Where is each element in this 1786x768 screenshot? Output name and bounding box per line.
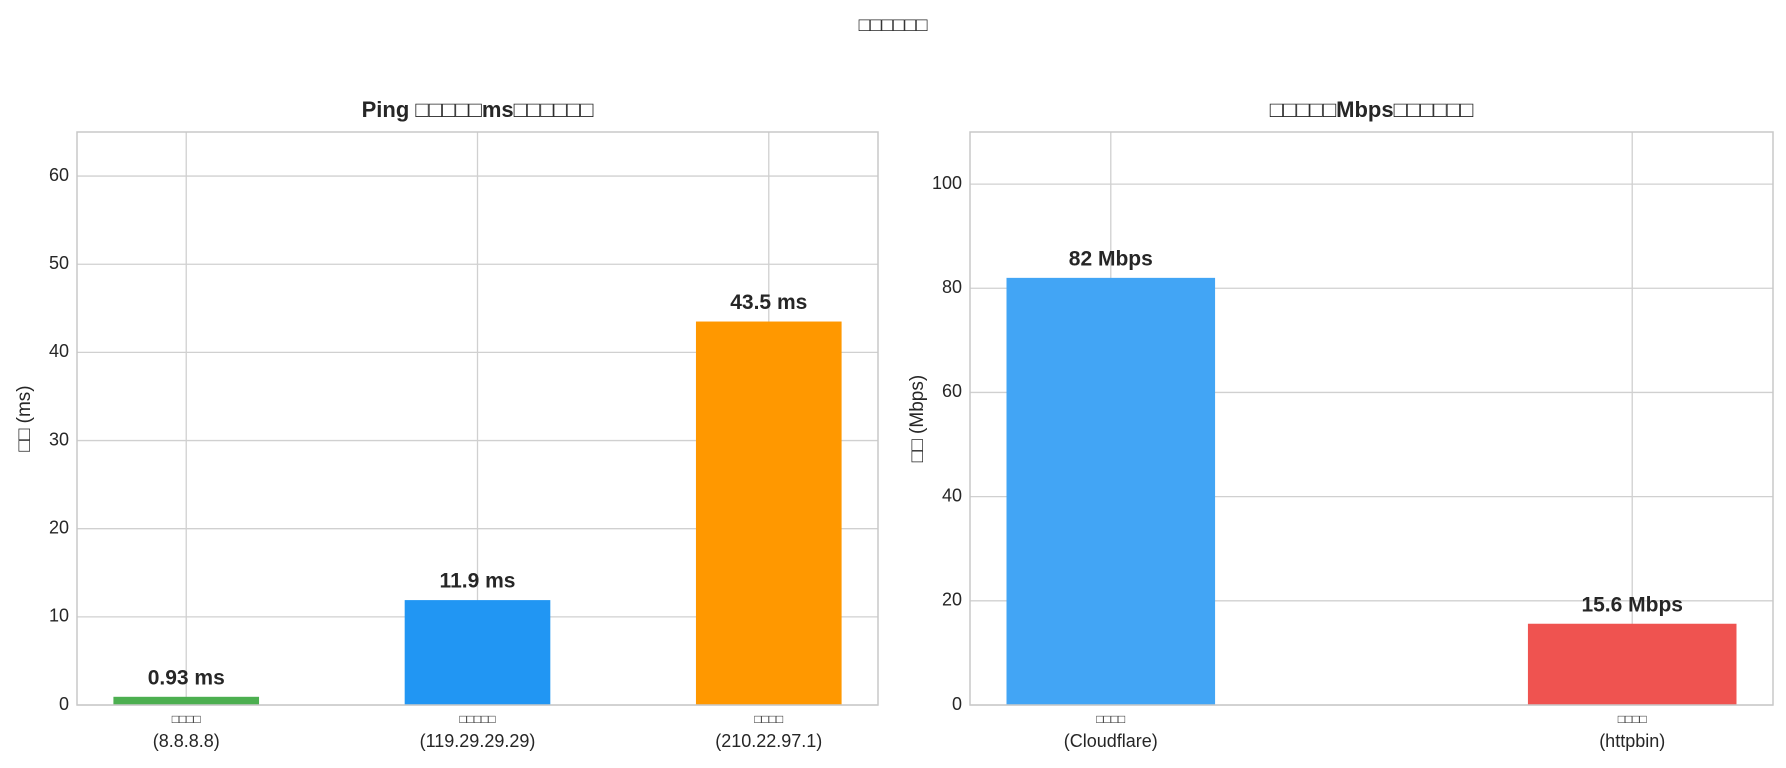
x-tick-label: □□□□ (210.22.97.1) [715, 712, 822, 751]
chart-title: □□□□□Mbps□□□□□□ [1270, 97, 1474, 122]
axes-frame [969, 131, 1774, 706]
y-tick-label: 50 [49, 253, 69, 273]
bar [1006, 277, 1216, 705]
y-tick-label: 20 [942, 590, 962, 610]
y-tick-label: 60 [942, 381, 962, 401]
y-tick-label: 40 [49, 341, 69, 361]
value-label: 43.5 ms [730, 291, 807, 314]
axes-frame [76, 131, 879, 706]
value-label: 82 Mbps [1069, 247, 1153, 270]
value-label: 15.6 Mbps [1581, 593, 1683, 616]
y-tick-label: 0 [59, 694, 69, 714]
y-axis-label: □□ (Mbps) [907, 375, 928, 462]
bar [695, 321, 842, 705]
y-tick-label: 80 [942, 277, 962, 297]
x-tick-label: □□□□ (Cloudflare) [1064, 712, 1158, 751]
bar [1527, 623, 1737, 705]
y-tick-label: 40 [942, 485, 962, 505]
x-tick-label: □□□□□ (119.29.29.29) [420, 712, 536, 751]
figure-title: □□□□□□ [859, 15, 928, 36]
x-tick-label: □□□□ (8.8.8.8) [153, 712, 220, 751]
x-tick-label: □□□□ (httpbin) [1599, 712, 1665, 751]
value-label: 0.93 ms [148, 666, 225, 689]
y-tick-label: 20 [49, 517, 69, 537]
y-tick-label: 30 [49, 429, 69, 449]
y-tick-label: 0 [952, 694, 962, 714]
chart-title: Ping □□□□□ms□□□□□□ [362, 97, 594, 122]
y-tick-label: 100 [932, 173, 962, 193]
y-tick-label: 60 [49, 165, 69, 185]
bar [404, 600, 551, 705]
y-tick-label: 10 [49, 606, 69, 626]
y-axis-label: □□ (ms) [14, 385, 35, 451]
value-label: 11.9 ms [440, 570, 516, 593]
bar [113, 696, 260, 705]
